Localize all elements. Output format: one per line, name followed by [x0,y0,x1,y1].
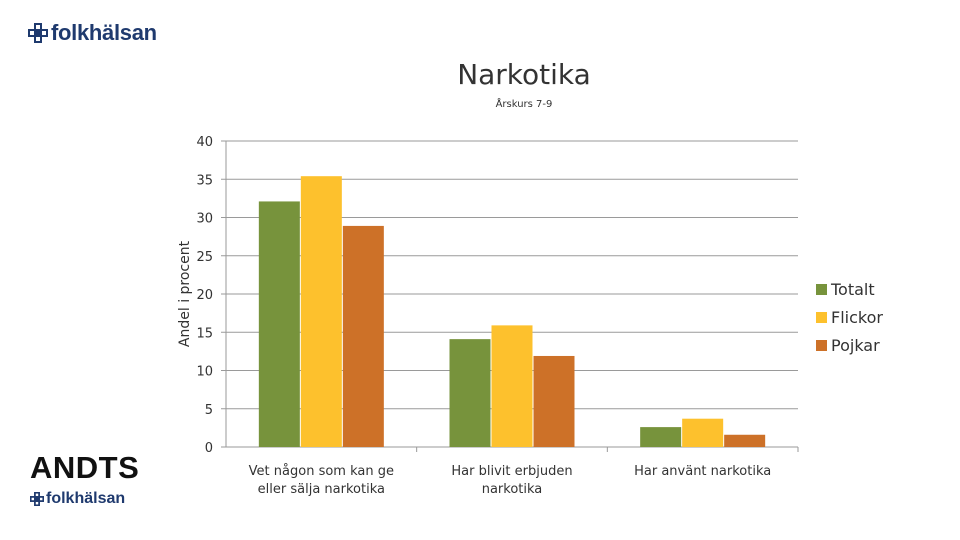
bar-pojkar [533,355,575,447]
andts-wordmark: ANDTS [30,450,140,485]
x-category-label: Vet någon som kan ge eller sälja narkotik… [249,464,394,497]
bar-totalt [449,339,491,447]
folkhalsan-cross-icon [30,492,44,506]
y-tick-label: 25 [196,250,213,265]
y-tick-label: 5 [205,403,213,418]
x-category-label: Har använt narkotika [634,464,771,479]
chart-subtitle: Årskurs 7-9 [496,97,553,110]
legend-label: Flickor [831,308,883,327]
legend-label: Totalt [830,280,875,299]
bar-flickor [300,176,342,447]
bar-pojkar [342,225,384,447]
bar-flickor [491,325,533,447]
bar-totalt [640,427,682,447]
y-tick-label: 20 [196,288,213,303]
y-tick-label: 30 [196,212,213,227]
y-axis-label: Andel i procent [177,240,193,347]
y-tick-label: 15 [196,326,213,341]
folkhalsan-wordmark-small: folkhälsan [46,490,126,507]
y-tick-label: 0 [205,441,213,456]
y-tick-label: 10 [196,365,213,380]
bar-totalt [258,201,300,447]
y-tick-label: 35 [196,173,213,188]
legend-swatch-totalt [816,284,827,295]
bar-pojkar [724,434,766,447]
legend-label: Pojkar [831,336,880,355]
chart-title: Narkotika [457,58,591,91]
folkhalsan-logo: folkhälsan [28,20,157,46]
legend-swatch-pojkar [816,340,827,351]
x-category-label: Har blivit erbjuden narkotika [451,464,572,497]
bar-flickor [682,418,724,447]
y-tick-label: 40 [196,135,213,150]
andts-logo: ANDTS folkhälsan [30,452,139,508]
legend-swatch-flickor [816,312,827,323]
folkhalsan-cross-icon [28,23,48,43]
folkhalsan-wordmark: folkhälsan [51,20,157,45]
